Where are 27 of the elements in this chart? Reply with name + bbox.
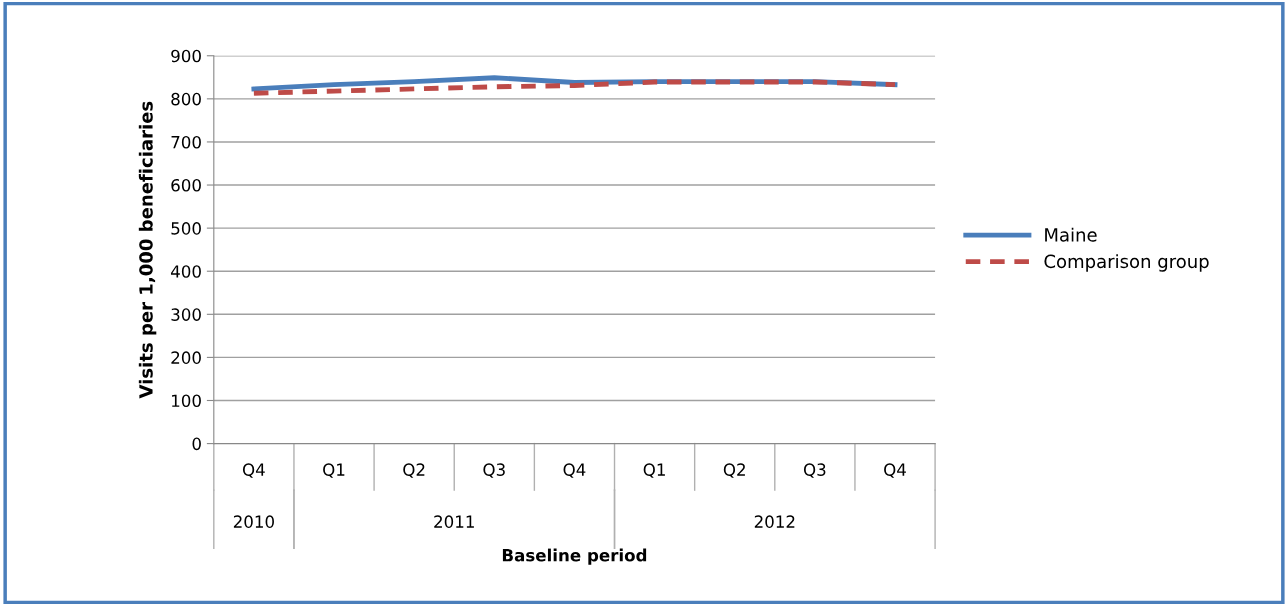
x-tick-label: Q4 (563, 463, 586, 478)
y-tick-label: 700 (171, 135, 201, 149)
x-tick-label: Q2 (723, 463, 745, 478)
x-tick-label: Q1 (643, 463, 665, 478)
y-tick-label: 0 (192, 437, 201, 451)
x-tick-label: Q3 (803, 463, 826, 478)
line-series (251, 79, 898, 96)
y-tick-label: 200 (171, 351, 201, 364)
y-tick-label: 800 (171, 92, 201, 106)
y-tick-label: 500 (171, 222, 201, 235)
x-tick-label: Q2 (403, 463, 425, 478)
y-tick-label: 100 (172, 394, 201, 408)
x-axis-title: Baseline period (502, 548, 647, 565)
y-axis-title: Visits per 1,000 beneficiaries (138, 101, 157, 399)
x-tick-label: Q4 (884, 463, 906, 478)
y-tick-label: 300 (171, 308, 201, 321)
x-tick-label: Q4 (242, 463, 265, 478)
y-tick-label: 600 (171, 178, 201, 192)
text: 2010 (233, 515, 274, 528)
legend-label: Comparison group (1044, 254, 1209, 272)
y-tick-label: 900 (171, 49, 201, 63)
legend-label: Maine (1045, 227, 1097, 242)
text: 2012 (754, 515, 795, 528)
x-tick-label: Q1 (323, 463, 345, 478)
text: 2011 (434, 515, 474, 528)
y-tick-label: 400 (171, 265, 201, 278)
x-tick-label: Q3 (483, 463, 505, 478)
